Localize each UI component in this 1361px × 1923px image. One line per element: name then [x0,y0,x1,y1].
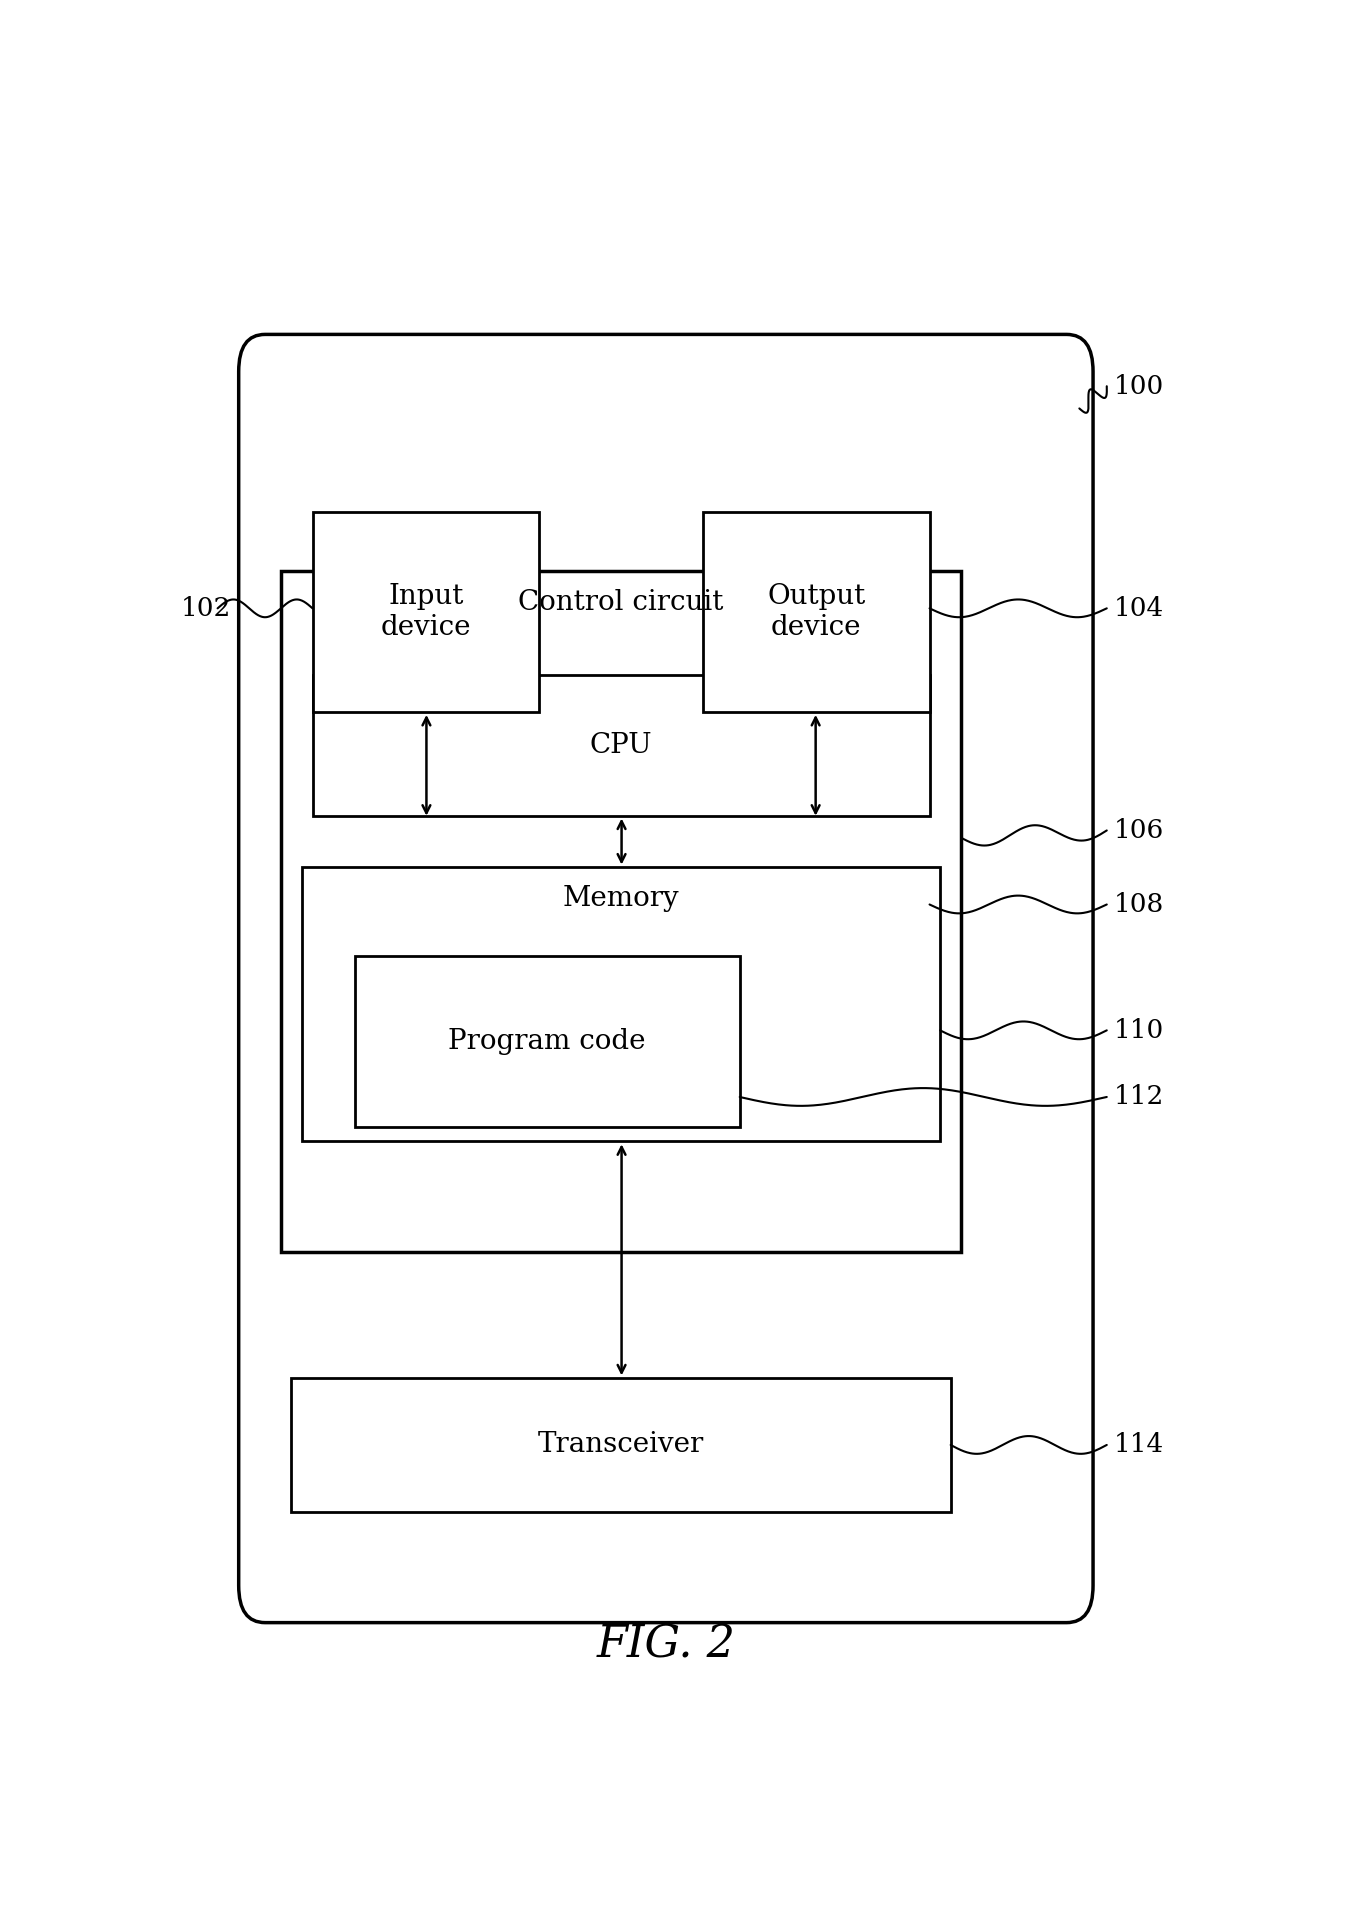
Text: 102: 102 [181,596,231,621]
Text: Transceiver: Transceiver [538,1431,704,1458]
Text: 110: 110 [1115,1017,1165,1042]
Text: Program code: Program code [449,1029,646,1056]
Bar [302,867,940,1142]
Text: 112: 112 [1115,1085,1165,1110]
Text: Input
device: Input device [381,583,471,640]
Text: FIG. 2: FIG. 2 [596,1623,735,1667]
Text: 108: 108 [1115,892,1165,917]
Text: 106: 106 [1115,817,1165,842]
Bar [313,512,539,712]
FancyBboxPatch shape [238,335,1093,1623]
Bar [702,512,930,712]
Text: CPU: CPU [589,733,652,760]
Text: Output
device: Output device [768,583,866,640]
Text: 114: 114 [1115,1433,1165,1458]
Bar [313,675,930,815]
Text: Memory: Memory [562,885,679,912]
Text: 100: 100 [1115,373,1165,398]
Text: 104: 104 [1115,596,1165,621]
Bar [280,571,961,1252]
Text: Control circuit: Control circuit [519,588,724,615]
Bar [355,956,740,1127]
Bar [291,1379,950,1511]
